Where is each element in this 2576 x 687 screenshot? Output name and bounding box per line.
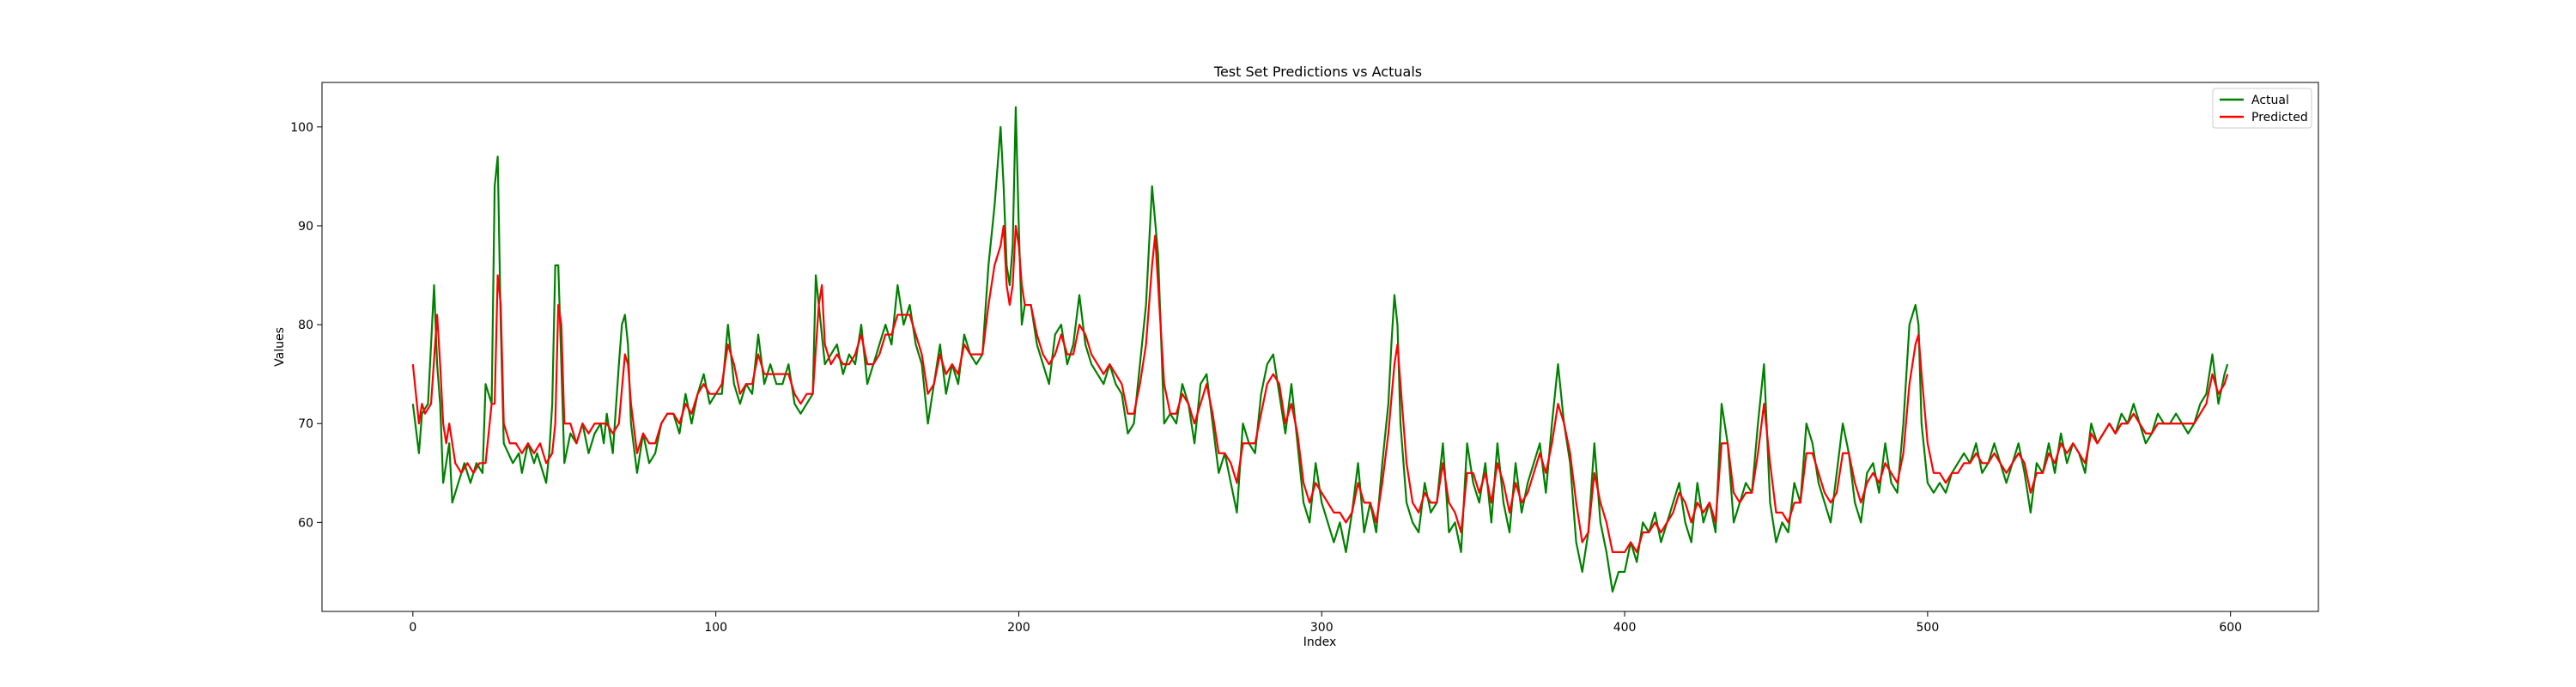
y-tick-label: 100 [290,121,313,135]
x-tick-label: 600 [2219,621,2242,635]
x-tick-label: 200 [1007,621,1030,635]
plot-area [411,106,2229,593]
y-tick-label: 60 [298,516,313,530]
series-line-predicted [411,224,2229,554]
x-tick-label: 400 [1613,621,1637,635]
chart-title: Test Set Predictions vs Actuals [1213,64,1422,80]
x-tick-label: 300 [1310,621,1334,635]
legend-label-predicted: Predicted [2251,111,2308,125]
y-axis-label: Values [273,327,287,367]
x-axis-label: Index [1303,635,1337,649]
y-tick-label: 90 [298,220,313,234]
x-tick-label: 0 [409,621,416,635]
axes-frame [321,82,2319,612]
y-tick-label: 70 [298,417,313,431]
legend-box [2212,88,2312,129]
legend: Actual Predicted [2212,88,2312,129]
x-tick-label: 100 [704,621,727,635]
y-tick-label: 80 [298,319,313,332]
legend-label-actual: Actual [2251,94,2289,107]
x-tick-label: 500 [1917,621,1940,635]
